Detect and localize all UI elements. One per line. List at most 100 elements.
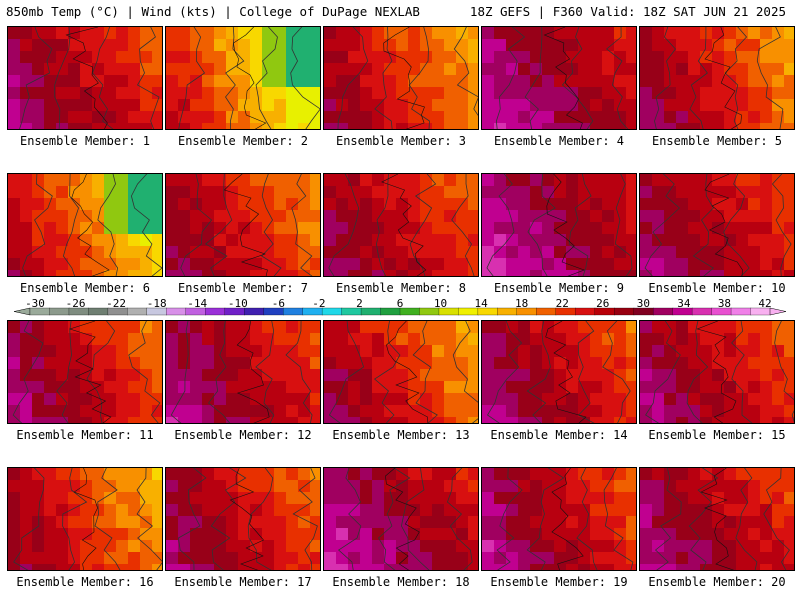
temperature-cell [626,63,636,76]
colorbar-segment [283,307,304,316]
temperature-cell [310,528,320,541]
temperature-cell [80,516,93,529]
temperature-cell [396,345,409,358]
temperature-cell [748,540,761,553]
temperature-cell [32,111,45,124]
temperature-cell [432,393,445,406]
ensemble-map-panel [7,173,163,277]
temperature-cell [214,87,227,100]
temperature-cell [152,333,162,346]
temperature-cell [554,99,567,112]
temperature-cell [652,246,665,259]
temperature-cell [566,552,579,565]
temperature-cell [178,564,191,570]
temperature-cell [736,99,749,112]
temperature-cell [518,468,531,481]
temperature-cell [238,258,251,271]
temperature-cell [348,516,361,529]
temperature-cell [712,99,725,112]
colorbar-segment [614,307,635,316]
temperature-cell [578,345,591,358]
colorbar-segment [166,307,187,316]
temperature-cell [44,468,57,481]
temperature-cell [530,333,543,346]
temperature-cell [614,258,627,271]
temperature-cell [336,504,349,517]
temperature-cell [226,63,239,76]
temperature-cell [736,417,749,423]
temperature-cell [140,222,153,235]
temperature-cell [614,123,627,129]
temperature-cell [518,210,531,223]
temperature-cell [614,552,627,565]
temperature-cell [590,63,603,76]
temperature-cell [202,210,215,223]
temperature-cell [298,75,311,88]
temperature-cell [140,258,153,271]
temperature-cell [166,393,179,406]
temperature-cell [772,63,785,76]
temperature-cell [664,123,677,129]
temperature-cell [202,357,215,370]
ensemble-member-label: Ensemble Member: 12 [174,428,312,442]
temperature-cell [190,321,203,334]
temperature-cell [152,186,162,199]
temperature-cell [8,111,21,124]
temperature-cell [104,564,117,570]
temperature-cell [274,369,287,382]
temperature-cell [214,27,227,40]
temperature-cell [116,111,129,124]
temperature-cell [590,468,603,481]
temperature-cell [190,480,203,493]
temperature-cell [324,504,337,517]
temperature-cell [44,369,57,382]
temperature-cell [20,405,33,418]
temperature-cell [128,270,141,276]
temperature-cell [190,417,203,423]
temperature-cell [724,270,737,276]
temperature-cell [104,516,117,529]
temperature-cell [518,87,531,100]
temperature-cell [432,27,445,40]
temperature-cell [772,87,785,100]
temperature-cell [238,111,251,124]
temperature-cell [590,492,603,505]
temperature-cell [178,111,191,124]
temperature-cell [456,393,469,406]
temperature-cell [286,198,299,211]
height-contour [654,468,682,570]
temperature-cell [324,393,337,406]
temperature-cell [92,357,105,370]
temperature-cell [736,480,749,493]
temperature-cell [152,87,162,100]
temperature-cell [688,369,701,382]
ensemble-member-label: Ensemble Member: 19 [490,575,628,589]
temperature-cell [468,99,478,112]
temperature-cell [372,27,385,40]
temperature-cell [298,552,311,565]
temperature-cell [372,111,385,124]
temperature-cell [626,345,636,358]
temperature-cell [32,417,45,423]
temperature-cell [140,333,153,346]
temperature-cell [116,516,129,529]
temperature-cell [494,480,507,493]
temperature-cell [760,198,773,211]
temperature-cell [760,234,773,247]
temperature-cell [506,393,519,406]
temperature-cell [784,492,794,505]
temperature-cell [190,210,203,223]
temperature-cell [372,234,385,247]
temperature-cell [626,186,636,199]
temperature-cell [578,258,591,271]
state-border-line [704,174,743,276]
temperature-cell [748,270,761,276]
temperature-cell [238,174,251,187]
temperature-cell [736,111,749,124]
temperature-cell [408,516,421,529]
state-border-line [704,27,742,129]
temperature-cell [298,39,311,52]
height-contour [408,27,430,129]
temperature-cell [688,270,701,276]
temperature-cell [80,381,93,394]
